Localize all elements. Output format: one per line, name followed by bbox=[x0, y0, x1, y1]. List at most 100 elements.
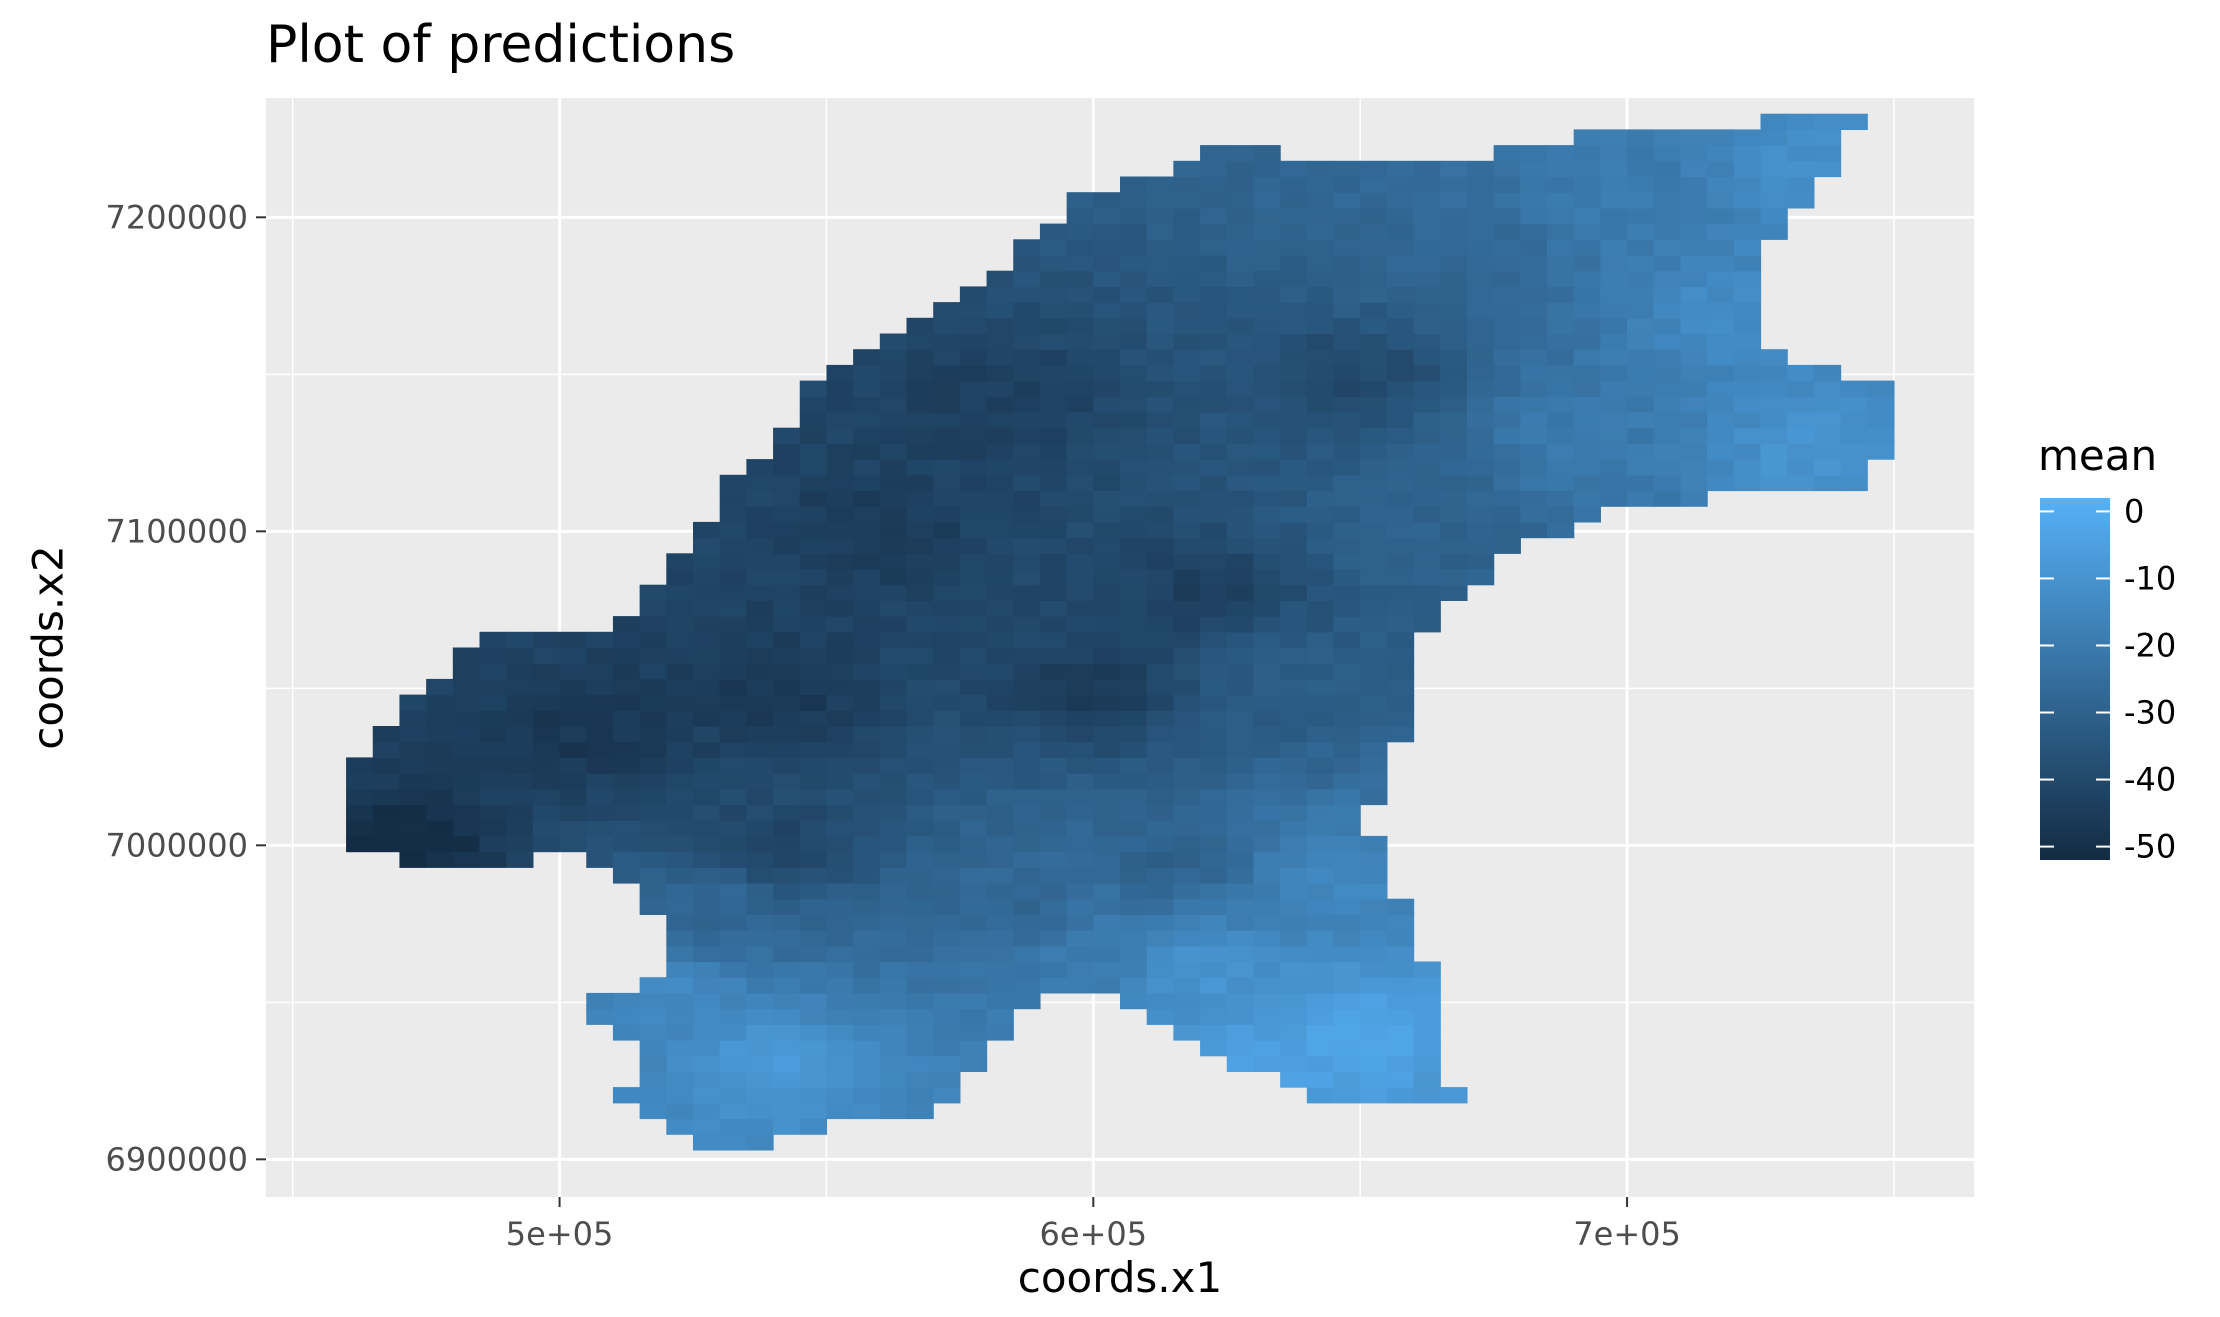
heatmap-cell bbox=[1066, 286, 1094, 303]
heatmap-cell bbox=[1360, 584, 1388, 601]
heatmap-cell bbox=[1413, 255, 1441, 272]
heatmap-cell bbox=[1253, 804, 1281, 821]
heatmap-cell bbox=[1333, 537, 1361, 554]
heatmap-cell bbox=[1013, 804, 1041, 821]
heatmap-cell bbox=[1520, 443, 1548, 460]
heatmap-cell bbox=[1066, 427, 1094, 444]
heatmap-cell bbox=[853, 584, 881, 601]
heatmap-cell bbox=[1226, 160, 1255, 178]
heatmap-cell bbox=[906, 474, 934, 492]
heatmap-cell bbox=[639, 992, 667, 1010]
heatmap-cell bbox=[1413, 1040, 1441, 1057]
heatmap-cell bbox=[1840, 459, 1868, 476]
heatmap-cell bbox=[1386, 584, 1415, 601]
heatmap-cell bbox=[853, 459, 881, 476]
heatmap-cell bbox=[1039, 239, 1068, 256]
heatmap-cell bbox=[1039, 427, 1068, 444]
heatmap-cell bbox=[1200, 851, 1228, 868]
heatmap-cell bbox=[799, 647, 828, 664]
heatmap-cell bbox=[1306, 333, 1335, 350]
heatmap-cell bbox=[746, 647, 774, 664]
heatmap-cell bbox=[1226, 192, 1255, 209]
heatmap-cell bbox=[1386, 459, 1415, 476]
heatmap-cell bbox=[586, 851, 614, 868]
heatmap-cell bbox=[693, 945, 721, 963]
heatmap-cell bbox=[1093, 694, 1121, 711]
heatmap-cell bbox=[1787, 412, 1815, 429]
heatmap-cell bbox=[719, 474, 747, 492]
heatmap-cell bbox=[986, 506, 1014, 523]
heatmap-cell bbox=[1440, 317, 1468, 335]
heatmap-cell bbox=[426, 741, 454, 758]
heatmap-cell bbox=[1146, 788, 1174, 806]
heatmap-cell bbox=[1146, 490, 1174, 507]
heatmap-cell bbox=[933, 317, 961, 335]
heatmap-cell bbox=[1173, 270, 1201, 287]
heatmap-cell bbox=[879, 977, 908, 994]
heatmap-cell bbox=[986, 490, 1014, 507]
heatmap-cell bbox=[773, 992, 801, 1010]
heatmap-cell bbox=[959, 788, 988, 806]
heatmap-cell bbox=[1253, 898, 1281, 915]
heatmap-cell bbox=[719, 1024, 747, 1041]
heatmap-cell bbox=[1280, 710, 1308, 727]
heatmap-cell bbox=[719, 961, 747, 978]
heatmap-cell bbox=[1333, 914, 1361, 931]
heatmap-cell bbox=[1600, 145, 1628, 162]
heatmap-cell bbox=[532, 726, 561, 743]
heatmap-cell bbox=[879, 600, 908, 617]
heatmap-cell bbox=[1360, 726, 1388, 743]
heatmap-cell bbox=[1547, 239, 1575, 256]
heatmap-cell bbox=[1253, 553, 1281, 570]
heatmap-cell bbox=[1306, 412, 1335, 429]
heatmap-cell bbox=[1039, 820, 1068, 837]
heatmap-cell bbox=[1627, 490, 1655, 507]
heatmap-cell bbox=[933, 867, 961, 884]
heatmap-cell bbox=[1386, 537, 1415, 554]
heatmap-cell bbox=[1280, 726, 1308, 743]
heatmap-cell bbox=[879, 1087, 908, 1104]
heatmap-cell bbox=[1253, 364, 1281, 382]
heatmap-cell bbox=[799, 710, 828, 727]
heatmap-cell bbox=[933, 898, 961, 915]
heatmap-cell bbox=[1013, 977, 1041, 994]
heatmap-cell bbox=[1573, 317, 1601, 335]
heatmap-cell bbox=[586, 647, 614, 664]
heatmap-cell bbox=[773, 631, 801, 649]
heatmap-cell bbox=[452, 773, 481, 790]
heatmap-cell bbox=[1333, 160, 1361, 178]
heatmap-cell bbox=[1146, 474, 1174, 492]
heatmap-cell bbox=[1280, 317, 1308, 335]
heatmap-cell bbox=[1066, 741, 1094, 758]
heatmap-cell bbox=[1306, 930, 1335, 947]
heatmap-cell bbox=[1226, 663, 1255, 680]
heatmap-cell bbox=[426, 835, 454, 853]
heatmap-cell bbox=[906, 490, 934, 507]
heatmap-cell bbox=[1146, 820, 1174, 837]
heatmap-cell bbox=[1226, 364, 1255, 382]
heatmap-cell bbox=[1413, 207, 1441, 225]
heatmap-cell bbox=[1173, 961, 1201, 978]
heatmap-cell bbox=[1066, 239, 1094, 256]
heatmap-cell bbox=[639, 1102, 667, 1120]
heatmap-cell bbox=[1173, 506, 1201, 523]
heatmap-cell bbox=[586, 631, 614, 649]
heatmap-cell bbox=[1413, 600, 1441, 617]
heatmap-cell bbox=[1627, 129, 1655, 146]
heatmap-cell bbox=[826, 1055, 854, 1072]
heatmap-cell bbox=[933, 1071, 961, 1088]
heatmap-cell bbox=[853, 569, 881, 586]
heatmap-cell bbox=[879, 804, 908, 821]
heatmap-cell bbox=[1493, 286, 1521, 303]
heatmap-cell bbox=[1120, 631, 1148, 649]
heatmap-cell bbox=[1360, 788, 1388, 806]
heatmap-cell bbox=[1840, 380, 1868, 397]
heatmap-cell bbox=[1653, 207, 1682, 225]
heatmap-cell bbox=[799, 851, 828, 868]
heatmap-cell bbox=[826, 396, 854, 413]
heatmap-cell bbox=[1066, 835, 1094, 853]
heatmap-cell bbox=[853, 443, 881, 460]
heatmap-cell bbox=[1360, 427, 1388, 444]
heatmap-cell bbox=[986, 616, 1014, 633]
heatmap-cell bbox=[1813, 412, 1842, 429]
